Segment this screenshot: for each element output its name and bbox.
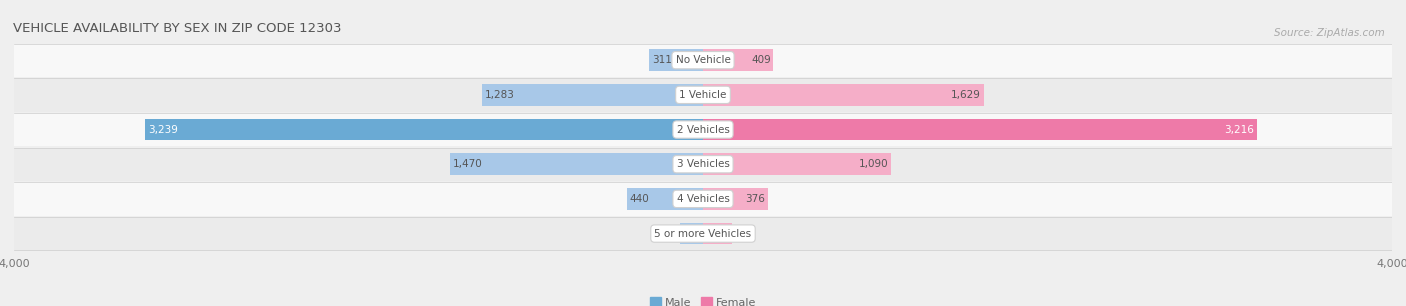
Text: 166: 166 [734,229,754,239]
Text: 1,283: 1,283 [485,90,515,100]
Bar [14,43,1392,77]
Text: 1 Vehicle: 1 Vehicle [679,90,727,100]
Text: 409: 409 [751,55,770,65]
Text: 3 Vehicles: 3 Vehicles [676,159,730,169]
Bar [703,84,984,106]
Text: 440: 440 [630,194,650,204]
Bar [450,154,703,175]
Bar [650,50,703,71]
Text: 1,090: 1,090 [859,159,889,169]
Bar [627,188,703,210]
Bar [14,182,1392,215]
Text: 5 or more Vehicles: 5 or more Vehicles [654,229,752,239]
Bar [145,119,703,140]
Text: 311: 311 [652,55,672,65]
Bar [703,119,1257,140]
Bar [14,78,1392,111]
Text: 1,470: 1,470 [453,159,482,169]
Text: VEHICLE AVAILABILITY BY SEX IN ZIP CODE 12303: VEHICLE AVAILABILITY BY SEX IN ZIP CODE … [13,22,342,35]
Legend: Male, Female: Male, Female [645,293,761,306]
Bar [703,188,768,210]
Bar [681,223,703,244]
Bar [14,217,1392,250]
Bar [703,154,891,175]
Text: Source: ZipAtlas.com: Source: ZipAtlas.com [1274,28,1385,38]
Text: 2 Vehicles: 2 Vehicles [676,125,730,135]
Text: 376: 376 [745,194,765,204]
Bar [14,113,1392,146]
Text: 3,239: 3,239 [148,125,177,135]
Bar [14,147,1392,181]
Bar [482,84,703,106]
Bar [703,50,773,71]
Text: 3,216: 3,216 [1225,125,1254,135]
Text: 1,629: 1,629 [950,90,981,100]
Text: 134: 134 [658,229,678,239]
Bar [703,223,731,244]
Text: 4 Vehicles: 4 Vehicles [676,194,730,204]
Text: No Vehicle: No Vehicle [675,55,731,65]
